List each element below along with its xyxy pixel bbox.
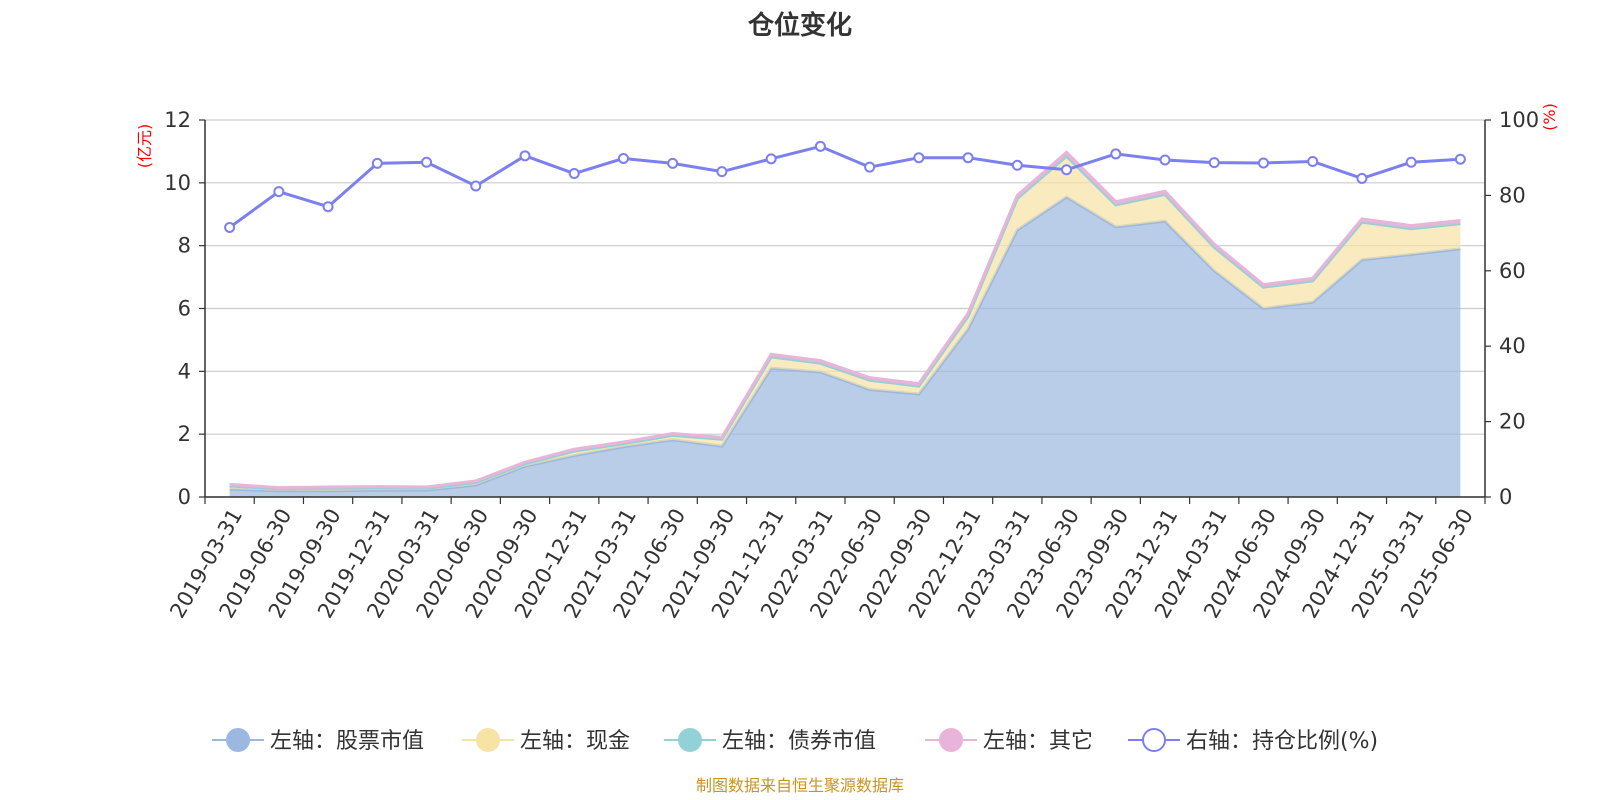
holding-ratio-point	[1356, 172, 1368, 184]
left-axis-tick-label: 2	[178, 422, 191, 446]
holding-ratio-point	[1110, 148, 1122, 160]
legend-label: 左轴：其它	[983, 729, 1093, 754]
holding-ratio-point	[224, 221, 236, 233]
legend-label: 右轴：持仓比例(%)	[1186, 729, 1378, 754]
holding-ratio-point	[962, 152, 974, 164]
holding-ratio-point	[519, 150, 531, 162]
legend-label: 左轴：债券市值	[722, 729, 876, 754]
left-axis-tick-label: 8	[178, 234, 191, 258]
data-source-note: 制图数据来自恒生聚源数据库	[696, 776, 904, 795]
left-axis-tick-label: 12	[164, 108, 191, 132]
legend-swatch-marker	[1142, 728, 1166, 752]
right-axis-tick-label: 0	[1499, 485, 1512, 509]
holding-ratio-point	[322, 201, 334, 213]
left-axis-tick-label: 10	[164, 171, 191, 195]
right-axis-tick-label: 80	[1499, 183, 1526, 207]
legend-label: 左轴：现金	[520, 729, 630, 754]
right-axis-tick-label: 20	[1499, 410, 1526, 434]
area-edge-其它	[229, 150, 1461, 490]
holding-ratio-point	[1061, 164, 1073, 176]
holding-ratio-point	[864, 161, 876, 173]
holding-ratio-point	[1011, 159, 1023, 171]
legend-label: 左轴：股票市值	[270, 729, 424, 754]
holding-ratio-point	[1405, 156, 1417, 168]
holding-ratio-polyline	[228, 144, 1461, 229]
right-axis-tick-label: 40	[1499, 334, 1526, 358]
holding-ratio-point	[765, 153, 777, 165]
holding-ratio-point	[273, 186, 285, 198]
legend-swatch-marker	[939, 728, 963, 752]
holding-ratio-point	[667, 157, 679, 169]
holding-ratio-point	[1307, 155, 1319, 167]
legend-swatch-marker	[226, 728, 250, 752]
left-axis-unit: (亿元)	[135, 124, 154, 169]
right-axis-unit: (%)	[1540, 103, 1559, 131]
legend-swatch-marker	[678, 728, 702, 752]
stacked-areas	[229, 150, 1461, 498]
left-axis-tick-label: 4	[178, 359, 191, 383]
left-axis-tick-label: 6	[178, 297, 191, 321]
area-股票市值	[229, 196, 1461, 498]
legend: 左轴：股票市值 左轴：现金 左轴：债券市值 左轴：其它 右轴：持仓比例(%)	[212, 728, 1378, 754]
holding-ratio-point	[1208, 157, 1220, 169]
holding-ratio-point	[913, 152, 925, 164]
right-axis-tick-label: 60	[1499, 259, 1526, 283]
holding-ratio-point	[1257, 157, 1269, 169]
right-axis-tick-label: 100	[1499, 108, 1539, 132]
chart-title: 仓位变化	[747, 10, 852, 41]
legend-swatch-marker	[476, 728, 500, 752]
holding-ratio-point	[617, 152, 629, 164]
holding-ratio-point	[421, 156, 433, 168]
left-axis-tick-label: 0	[178, 485, 191, 509]
holding-ratio-point	[568, 168, 580, 180]
holding-ratio-point	[371, 157, 383, 169]
holding-ratio-point	[814, 140, 826, 152]
holding-ratio-point	[470, 180, 482, 192]
holding-ratio-point	[716, 166, 728, 178]
holding-ratio-line	[224, 140, 1466, 233]
holding-ratio-point	[1159, 154, 1171, 166]
holding-ratio-point	[1454, 153, 1466, 165]
